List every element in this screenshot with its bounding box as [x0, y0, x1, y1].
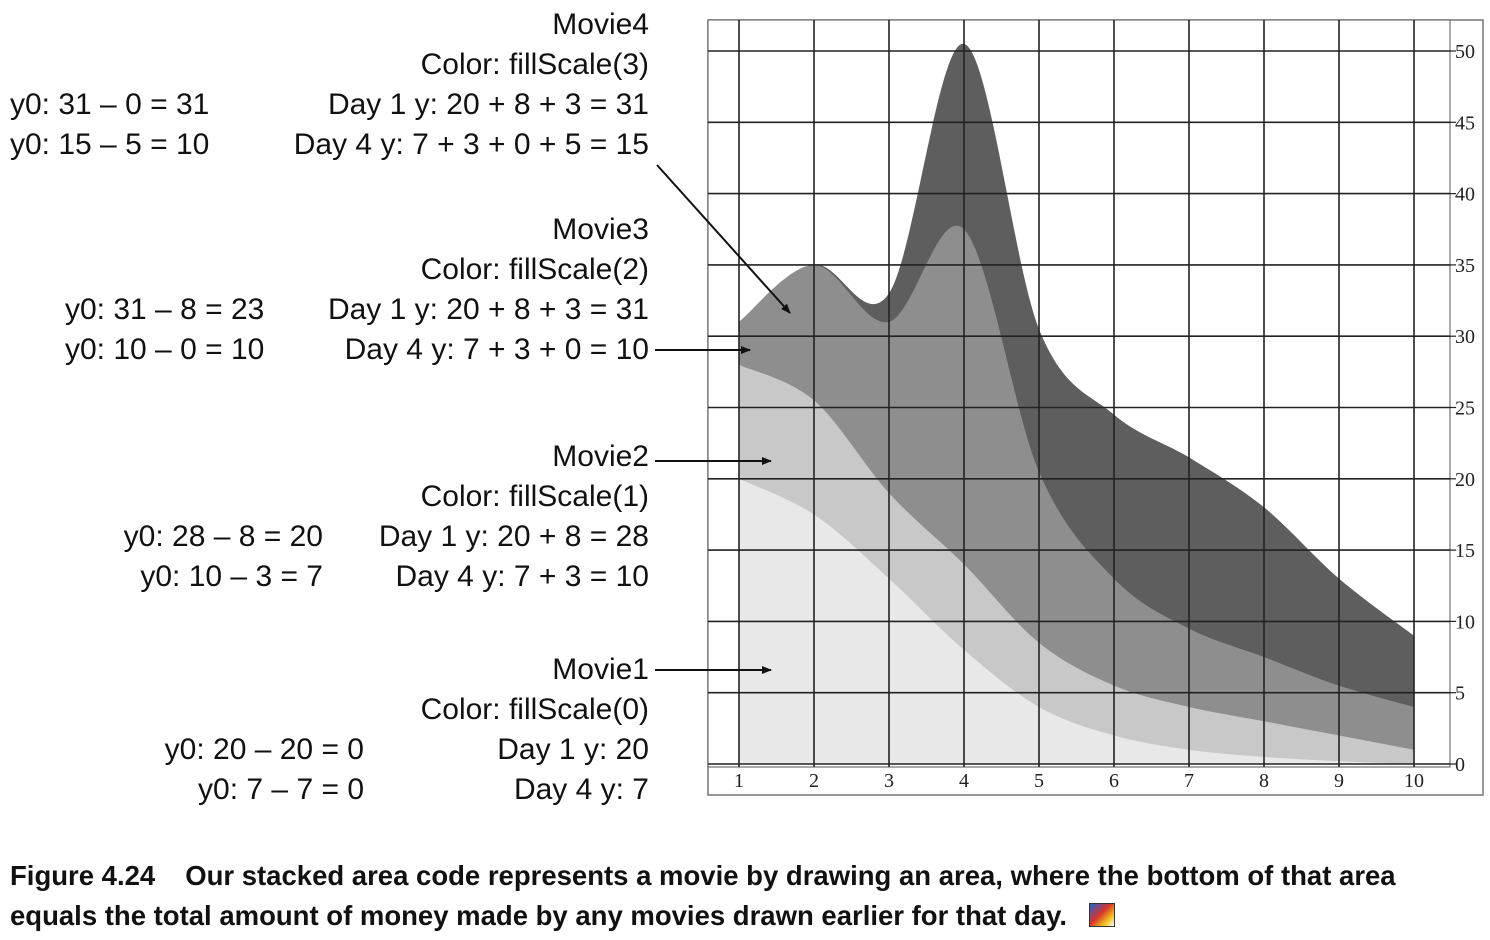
movie4-day4: Day 4 y: 7 + 3 + 0 + 5 = 15 — [293, 128, 649, 161]
movie2-y0-day4: y0: 10 – 3 = 7 — [140, 560, 323, 593]
figure-caption: Figure 4.24 Our stacked area code represe… — [10, 856, 1480, 936]
x-tick-label: 8 — [1259, 770, 1269, 792]
movie3-y0-day1: y0: 31 – 8 = 23 — [65, 293, 265, 326]
movie1-day1: Day 1 y: 20 — [497, 733, 649, 766]
movie2-y0-day1: y0: 28 – 8 = 20 — [123, 520, 323, 553]
y-tick-label: 10 — [1455, 611, 1475, 633]
movie1-y0-day1: y0: 20 – 20 = 0 — [164, 733, 364, 766]
x-tick-label: 10 — [1404, 770, 1424, 792]
movie1-y0-day4: y0: 7 – 7 = 0 — [198, 773, 364, 806]
x-tick-label: 3 — [884, 770, 894, 792]
x-tick-label: 4 — [959, 770, 969, 792]
movie2-title: Movie2 — [552, 440, 649, 473]
x-tick-label: 9 — [1334, 770, 1344, 792]
y-tick-label: 25 — [1455, 398, 1475, 420]
movie3-y0-day4: y0: 10 – 0 = 10 — [65, 333, 265, 366]
movie4-y0-day1: y0: 31 – 0 = 31 — [10, 88, 210, 121]
movie4-day1: Day 1 y: 20 + 8 + 3 = 31 — [327, 88, 649, 121]
x-tick-label: 1 — [734, 770, 744, 792]
movie2-color: Color: fillScale(1) — [420, 480, 649, 513]
movie2-day4: Day 4 y: 7 + 3 = 10 — [395, 560, 650, 593]
movie2-day1: Day 1 y: 20 + 8 = 28 — [378, 520, 649, 553]
movie1-title: Movie1 — [552, 653, 649, 686]
x-tick-label: 6 — [1109, 770, 1119, 792]
movie4-y0-day4: y0: 15 – 5 = 10 — [10, 128, 210, 161]
y-tick-label: 20 — [1455, 469, 1475, 491]
x-tick-label: 7 — [1184, 770, 1194, 792]
y-tick-label: 5 — [1455, 683, 1465, 705]
gridlines — [708, 20, 1450, 767]
movie1-day4: Day 4 y: 7 — [513, 773, 649, 806]
y-tick-label: 40 — [1455, 184, 1475, 206]
annotation-arrows — [655, 164, 791, 674]
y-tick-label: 15 — [1455, 540, 1475, 562]
x-tick-label: 2 — [809, 770, 819, 792]
y-tick-label: 50 — [1455, 41, 1475, 63]
x-axis-ticks: 1 2 3 4 5 6 7 8 9 10 — [734, 770, 1424, 792]
color-figure-icon — [1088, 903, 1115, 927]
movie3-day4: Day 4 y: 7 + 3 + 0 = 10 — [344, 333, 649, 366]
movie4-title: Movie4 — [552, 8, 649, 41]
figure-label: Figure 4.24 — [10, 860, 156, 891]
y-tick-label: 45 — [1455, 112, 1475, 134]
y-tick-label: 0 — [1455, 754, 1465, 776]
x-tick-label: 5 — [1034, 770, 1044, 792]
arrow-movie4 — [656, 164, 791, 314]
y-tick-label: 30 — [1455, 326, 1475, 348]
y-tick-label: 35 — [1455, 255, 1475, 277]
movie3-color: Color: fillScale(2) — [420, 253, 649, 286]
movie3-title: Movie3 — [552, 213, 649, 246]
caption-text: Our stacked area code represents a movie… — [10, 860, 1396, 931]
movie1-color: Color: fillScale(0) — [420, 693, 649, 726]
movie3-day1: Day 1 y: 20 + 8 + 3 = 31 — [327, 293, 649, 326]
movie4-color: Color: fillScale(3) — [420, 48, 649, 81]
y-axis-ticks: 0 5 10 15 20 25 30 35 40 45 50 — [1450, 41, 1475, 776]
